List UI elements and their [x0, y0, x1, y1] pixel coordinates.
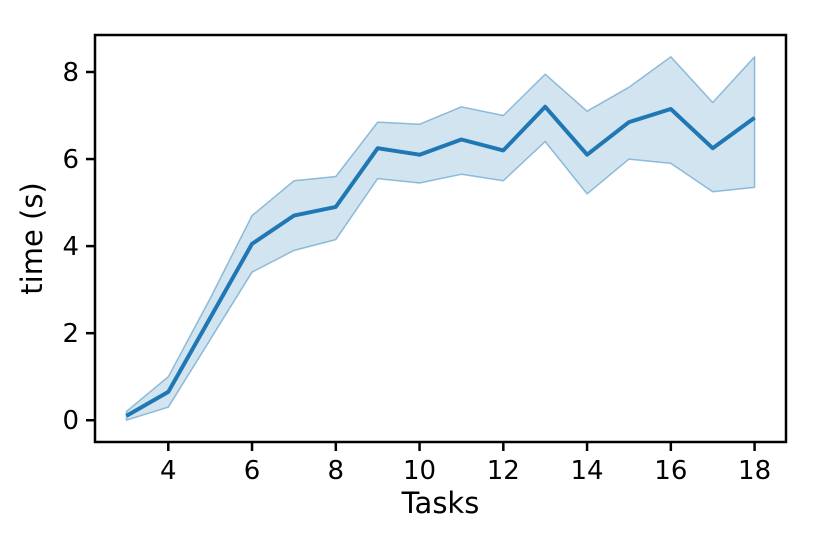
plot-border — [93, 33, 788, 444]
x-tick-label: 12 — [487, 456, 520, 486]
x-tick-label: 16 — [654, 456, 687, 486]
x-tick-label: 18 — [738, 456, 771, 486]
y-tick-label: 2 — [62, 319, 79, 349]
y-tick-label: 8 — [62, 58, 79, 88]
y-tick-label: 4 — [62, 232, 79, 262]
x-axis-label: Tasks — [401, 486, 480, 520]
y-axis-label: time (s) — [15, 182, 49, 294]
y-tick-label: 0 — [62, 406, 79, 436]
x-tick-label: 14 — [571, 456, 604, 486]
mean-line — [125, 104, 756, 418]
x-tick-label: 4 — [160, 456, 177, 486]
x-tick-label: 8 — [328, 456, 345, 486]
y-tick-label: 6 — [62, 145, 79, 175]
x-tick-label: 6 — [244, 456, 261, 486]
x-tick-label: 10 — [403, 456, 436, 486]
